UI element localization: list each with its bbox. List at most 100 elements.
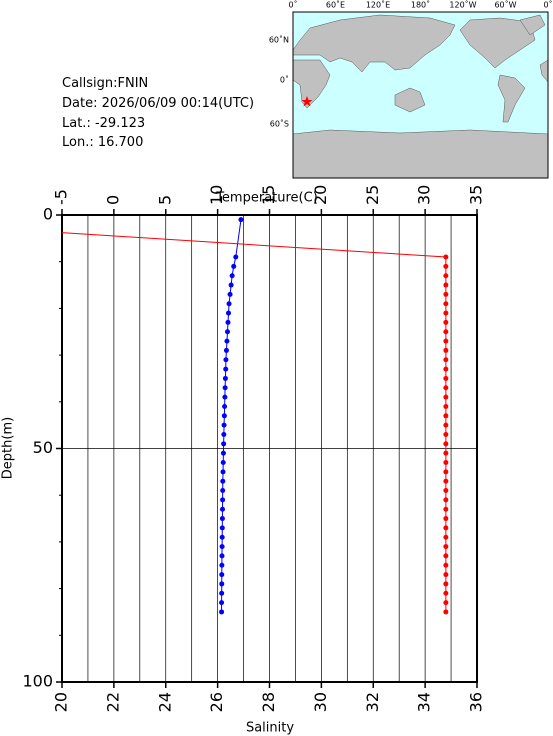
profile-point — [219, 553, 225, 559]
profile-point — [443, 497, 449, 503]
profile-point — [220, 460, 226, 466]
profile-point — [443, 291, 449, 297]
profile-point — [219, 609, 225, 615]
map-frame — [292, 11, 549, 179]
x2-axis-label: Temperature(C) — [215, 191, 318, 206]
profile-point — [225, 319, 231, 325]
x2-tick-label: 20 — [311, 185, 330, 205]
x2-tick-label: 30 — [415, 185, 434, 205]
profile-point — [443, 385, 449, 391]
x-tick-label: 26 — [207, 692, 226, 712]
profile-point — [220, 506, 226, 512]
map-lon-label: 0˚ — [288, 0, 297, 10]
profile-point — [221, 413, 227, 419]
profile-line — [62, 232, 447, 612]
x2-tick-label: 0 — [103, 195, 122, 205]
profile-point — [221, 441, 227, 447]
map-lon-label: 60˚W — [494, 0, 516, 10]
date: Date: 2026/06/09 00:14(UTC) — [62, 96, 254, 111]
y-tick-label: 0 — [43, 205, 53, 224]
y-tick-label: 100 — [22, 672, 53, 691]
profile-point — [443, 338, 449, 344]
profile-point — [219, 590, 225, 596]
profile-point — [223, 366, 229, 372]
profile-point — [443, 506, 449, 512]
profile-point — [443, 413, 449, 419]
x-tick-label: 34 — [415, 692, 434, 712]
profile-point — [229, 273, 235, 279]
x2-tick-label: 25 — [363, 185, 382, 205]
x2-tick-label: 10 — [207, 185, 226, 205]
profile-point — [219, 600, 225, 606]
y-tick-label: 50 — [33, 438, 53, 457]
profile-point — [226, 301, 232, 307]
profile-point — [443, 450, 449, 456]
map-lat-label: 60˚S — [270, 119, 289, 129]
profile-point — [443, 329, 449, 335]
profile-point — [220, 488, 226, 494]
profile-point — [443, 534, 449, 540]
station-marker — [301, 96, 313, 107]
profile-point — [443, 516, 449, 522]
profile-point — [220, 478, 226, 484]
profile-point — [443, 469, 449, 475]
map-lon-label: 120˚E — [366, 0, 390, 10]
land — [292, 129, 549, 179]
profile-point — [443, 263, 449, 269]
profile-point — [443, 431, 449, 437]
profile-point — [220, 469, 226, 475]
land — [497, 74, 526, 123]
profile-point — [443, 581, 449, 587]
profile-point — [443, 375, 449, 381]
profile-point — [443, 544, 449, 550]
profile-point — [443, 347, 449, 353]
profile-point — [219, 534, 225, 540]
profile-point — [443, 478, 449, 484]
profile-point — [233, 254, 239, 260]
profile-point — [443, 572, 449, 578]
profile-point — [219, 525, 225, 531]
x-tick-label: 36 — [467, 692, 486, 712]
map-lon-label: 120˚W — [449, 0, 476, 10]
latitude: Lat.: -29.123 — [62, 116, 145, 131]
profile-point — [223, 347, 229, 353]
profile-point — [222, 385, 228, 391]
profile-point — [219, 562, 225, 568]
profile-point — [443, 282, 449, 288]
x-tick-label: 22 — [103, 692, 122, 712]
profile-point — [228, 282, 234, 288]
x-tick-label: 28 — [259, 692, 278, 712]
profile-point — [443, 319, 449, 325]
x-tick-label: 30 — [311, 692, 330, 712]
profile-point — [222, 394, 228, 400]
profile-point — [219, 572, 225, 578]
x-tick-label: 32 — [363, 692, 382, 712]
profile-point — [221, 422, 227, 428]
profile-point — [443, 273, 449, 279]
map-lon-label: 180˚ — [411, 0, 430, 10]
profile-point — [443, 488, 449, 494]
x2-tick-label: 15 — [259, 185, 278, 205]
profile-point — [220, 450, 226, 456]
profile-point — [221, 431, 227, 437]
station-info: Callsign:FNIN Date: 2026/06/09 00:14(UTC… — [62, 76, 254, 150]
profile-point — [443, 609, 449, 615]
profile-point — [220, 497, 226, 503]
land — [394, 87, 426, 113]
land — [519, 14, 546, 36]
y-axis-label: Depth(m) — [1, 417, 16, 479]
profile-point — [231, 263, 237, 269]
profile-point — [443, 310, 449, 316]
profile-point — [222, 375, 228, 381]
profile-point — [443, 301, 449, 307]
profile-point — [443, 403, 449, 409]
profile-point — [443, 460, 449, 466]
profile-point — [443, 590, 449, 596]
profile-point — [224, 338, 230, 344]
profile-point — [443, 553, 449, 559]
profile-point — [226, 310, 232, 316]
plot-area — [62, 217, 449, 615]
profile-point — [238, 217, 244, 223]
